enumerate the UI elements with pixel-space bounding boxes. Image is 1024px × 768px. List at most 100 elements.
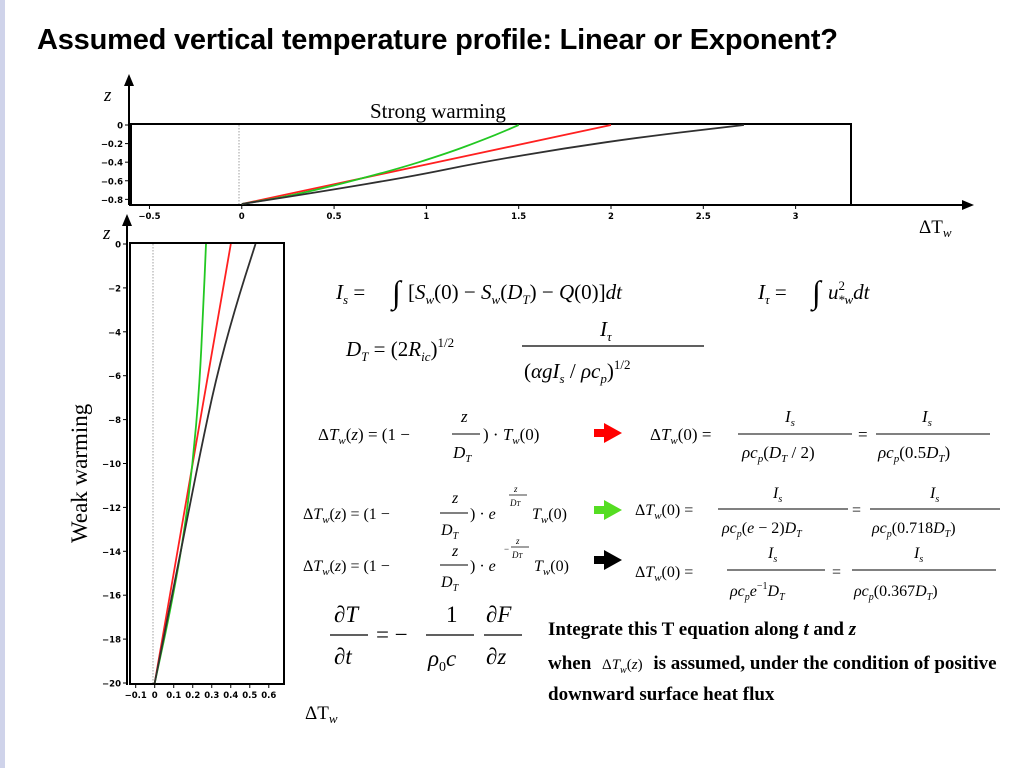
svg-text:z: z [451, 543, 459, 560]
svg-text:∂T: ∂T [334, 602, 360, 627]
top-y-tick-label: −0.8 [101, 196, 123, 206]
arrow-linear [594, 423, 622, 443]
bottom-x-tick-label: 0 [152, 691, 158, 701]
equation-is: Is = ∫ [Sw(0) − Sw(DT) − Q(0)]dt [335, 274, 623, 312]
svg-text:) · e: ) · e [470, 506, 496, 523]
svg-text:−: − [504, 544, 509, 554]
svg-text:ρcp(0.718DT): ρcp(0.718DT) [871, 520, 956, 540]
top-x-label: ΔTw [919, 217, 952, 240]
bottom-series-line-1 [153, 243, 232, 684]
svg-text:∂F: ∂F [486, 602, 512, 627]
svg-text:Iτ =: Iτ = [757, 280, 787, 307]
bottom-y-tick-label: −2 [108, 284, 121, 294]
bottom-annotation: Weak warming [67, 403, 92, 543]
note-var-t: t [803, 619, 809, 640]
svg-text:Is =: Is = [335, 280, 365, 307]
bottom-x-tick-label: 0.2 [185, 691, 200, 701]
svg-text:Iτ: Iτ [599, 317, 613, 344]
top-series-line-3 [241, 124, 745, 205]
svg-text:DT: DT [509, 498, 522, 508]
svg-text:ΔTw(0) =: ΔTw(0) = [650, 425, 711, 447]
equation-linear-profile: ΔTw(z) = (1 − z DT ) · Tw(0) [318, 407, 539, 465]
svg-text:DT: DT [440, 574, 460, 594]
slide-title: Assumed vertical temperature profile: Li… [37, 24, 838, 56]
top-plot-frame [130, 123, 852, 206]
svg-text:) · Tw(0): ) · Tw(0) [483, 425, 539, 447]
top-y-tick-label: −0.2 [101, 140, 123, 150]
top-x-tick-label: −0.5 [138, 212, 160, 222]
bottom-y-axis-arrow [122, 214, 132, 226]
top-y-axis-arrow [124, 74, 134, 86]
svg-text:ρcp(DT / 2): ρcp(DT / 2) [741, 443, 815, 465]
note-when: when [548, 653, 592, 674]
top-x-tick-label: 1 [423, 212, 429, 222]
svg-text:DT = (2Ric)1/2: DT = (2Ric)1/2 [345, 335, 454, 364]
equation-exp-result-2: ΔTw(0) = Is ρcpe−1DT = Is ρcp(0.367DT) [635, 545, 996, 603]
equation-exp-result-1: ΔTw(0) = Is ρcp(e − 2)DT = Is ρcp(0.718D… [635, 485, 1000, 540]
note-line1-text: Integrate this T equation along [548, 619, 799, 640]
bottom-x-tick-label: 0.4 [223, 691, 238, 701]
svg-text:∫: ∫ [390, 274, 403, 312]
equation-exp-profile-2: ΔTw(z) = (1 − z DT ) · e − z DT Tw(0) [303, 536, 569, 594]
top-x-tick-label: 1.5 [511, 212, 526, 222]
svg-text:u2*wdt: u2 *wdt [828, 278, 871, 307]
svg-text:ρcp(e − 2)DT: ρcp(e − 2)DT [721, 520, 803, 540]
svg-text:ρcp(0.367DT): ρcp(0.367DT) [853, 583, 938, 603]
bottom-x-label: ΔTw [305, 703, 338, 726]
svg-text:Is: Is [784, 407, 795, 429]
top-x-tick-label: 2.5 [696, 212, 711, 222]
svg-text:z: z [460, 407, 468, 426]
bottom-x-tick-label: 0.3 [204, 691, 219, 701]
integration-note: Integrate this T equation along t and z … [548, 618, 998, 717]
svg-text:ρcp(0.5DT): ρcp(0.5DT) [877, 443, 950, 465]
arrow-exp-1 [594, 500, 622, 520]
bottom-x-tick-label: 0.1 [166, 691, 181, 701]
svg-text:ΔTw(0) =: ΔTw(0) = [635, 502, 693, 522]
bottom-x-tick-label: 0.6 [261, 691, 276, 701]
svg-text:Is: Is [913, 545, 923, 565]
note-var-z: z [848, 619, 857, 640]
svg-text:∂z: ∂z [486, 644, 506, 669]
svg-text:) · e: ) · e [470, 558, 496, 575]
equation-heat: ∂T ∂t = − 1 ρ0c ∂F ∂z [330, 602, 522, 675]
bottom-x-tick-label: 0.5 [242, 691, 257, 701]
slide-edge-strip [0, 0, 5, 768]
svg-text:=: = [858, 425, 868, 444]
svg-text:z: z [513, 484, 518, 494]
svg-text:DT: DT [452, 443, 472, 465]
top-y-tick-label: −0.4 [101, 159, 123, 169]
top-y-tick-label: −0.6 [101, 177, 123, 187]
bottom-y-tick-label: −4 [108, 328, 121, 338]
svg-text:∂t: ∂t [334, 644, 352, 669]
svg-text:ΔTw(z) = (1 −: ΔTw(z) = (1 − [303, 506, 390, 526]
note-and: and [813, 619, 844, 640]
top-z-label: z [103, 85, 112, 106]
svg-text:z: z [451, 490, 459, 507]
svg-text:ΔTw(z) = (1 −: ΔTw(z) = (1 − [318, 425, 410, 447]
svg-text:Is: Is [921, 407, 932, 429]
note-inline-equation: ΔTw(z) [602, 657, 643, 676]
equation-exp-profile-1: ΔTw(z) = (1 − z DT ) · e z DT Tw(0) [303, 484, 567, 542]
svg-text:Is: Is [772, 485, 782, 505]
bottom-y-tick-label: −8 [108, 416, 121, 426]
bottom-x-tick-label: −0.1 [125, 691, 147, 701]
bottom-y-tick-label: −18 [102, 636, 121, 646]
bottom-y-tick-label: −12 [102, 504, 121, 514]
note-line-2: when ΔTw(z) is assumed, under the condit… [548, 652, 998, 707]
arrow-exp-2 [594, 550, 622, 570]
top-x-tick-label: 0 [239, 212, 245, 222]
note-line-1: Integrate this T equation along t and z [548, 618, 998, 642]
bottom-y-tick-label: −14 [102, 548, 121, 558]
svg-text:1: 1 [446, 602, 458, 627]
svg-text:ρcpe−1DT: ρcpe−1DT [729, 581, 786, 603]
bottom-y-tick-label: −6 [108, 372, 121, 382]
svg-text:= −: = − [376, 622, 408, 647]
svg-text:[Sw(0) − Sw(DT) − Q(0)]dt: [Sw(0) − Sw(DT) − Q(0)]dt [408, 280, 623, 307]
bottom-y-tick-label: −20 [102, 680, 121, 690]
bottom-y-tick-label: 0 [115, 241, 121, 251]
bottom-x-label-main: ΔT [305, 703, 329, 724]
svg-text:Is: Is [929, 485, 939, 505]
svg-text:DT: DT [511, 550, 524, 560]
